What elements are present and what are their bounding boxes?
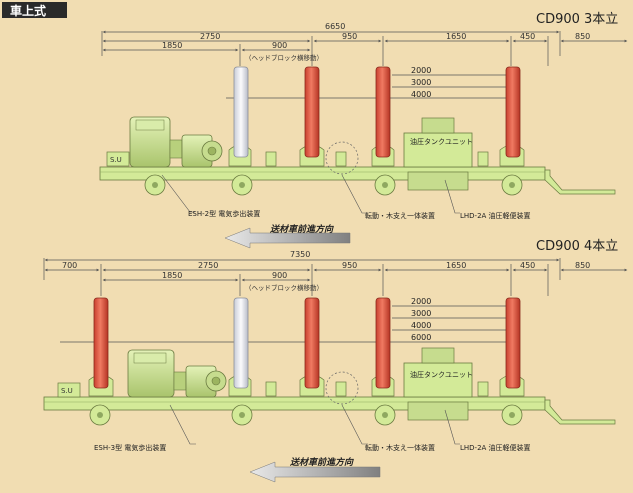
dim-2750: 2750: [200, 32, 220, 41]
esh-label: ESH-2型 電気歩出装置: [188, 209, 260, 218]
height-4000: 4000: [411, 90, 431, 99]
esh-drive-unit: [129, 116, 223, 168]
tank-label: 油圧タンクユニット: [410, 137, 473, 146]
head-block-post: [505, 297, 521, 389]
dim-450: 450: [520, 32, 535, 41]
leader-lines: [169, 404, 460, 445]
direction-arrow: [249, 461, 381, 483]
dim-2750: 2750: [198, 261, 218, 270]
esh-drive-unit: [127, 349, 227, 398]
height-3000: 3000: [411, 309, 431, 318]
height-2000: 2000: [411, 297, 431, 306]
roller-dashed-circle: [325, 141, 359, 175]
dim-950: 950: [342, 32, 357, 41]
lhd-label: LHD-2A 油圧軽便装置: [460, 443, 531, 452]
direction-label: 送材車前進方向: [269, 224, 334, 235]
direction-arrow: [224, 227, 351, 249]
height-3000: 3000: [411, 78, 431, 87]
lhd-label: LHD-2A 油圧軽便装置: [460, 211, 531, 220]
roller-dashed-circle: [325, 371, 359, 405]
head-block-post: [375, 66, 391, 158]
head-block-posts: [93, 297, 521, 389]
direction-label: 送材車前進方向: [289, 457, 354, 468]
header-label: 車上式: [10, 3, 46, 18]
head-block-post: [93, 297, 109, 389]
head-block-post: [505, 66, 521, 158]
su-box: [106, 151, 130, 167]
height-6000: 6000: [411, 333, 431, 342]
height-4000: 4000: [411, 321, 431, 330]
header-badge: 車上式: [2, 2, 67, 18]
dim-450: 450: [520, 261, 535, 270]
hydraulic-tank: [403, 347, 473, 421]
dim-1850: 1850: [162, 41, 182, 50]
height-2000: 2000: [411, 66, 431, 75]
su-box: [57, 382, 81, 398]
dimension-lines: [43, 258, 628, 296]
head-block-note: （ヘッドブロック横移動）: [245, 53, 323, 62]
wheels: [89, 404, 523, 426]
dim-1650: 1650: [446, 261, 466, 270]
tank-label: 油圧タンクユニット: [410, 370, 473, 379]
su-label: S.U: [110, 156, 122, 164]
panel-4-posts: CD900 4本立 7350 700 2750 1850 900 950 165…: [43, 239, 628, 483]
carriage-frame: [43, 396, 616, 425]
dim-total: 7350: [290, 250, 310, 259]
height-lines: [60, 305, 520, 343]
head-block-post-movable: [233, 297, 249, 389]
roll-label: 転動・木支え一体装置: [365, 211, 435, 220]
head-block-note: （ヘッドブロック横移動）: [245, 283, 323, 292]
head-block-post: [375, 297, 391, 389]
dim-1650: 1650: [446, 32, 466, 41]
panel-title: CD900 3本立: [536, 12, 618, 27]
head-block-posts: [233, 66, 521, 158]
height-lines: [226, 74, 520, 99]
panel-title: CD900 4本立: [536, 239, 618, 254]
head-block-post-movable: [233, 66, 249, 158]
head-block-post: [304, 297, 320, 389]
dim-900: 900: [272, 41, 287, 50]
panel-3-posts: CD900 3本立 6650 2750 1850 900 950 1650 45…: [99, 12, 628, 249]
leader-lines: [161, 174, 460, 214]
roll-label: 転動・木支え一体装置: [365, 443, 435, 452]
dim-850: 850: [575, 261, 590, 270]
esh-label: ESH-3型 電気歩出装置: [94, 443, 166, 452]
hydraulic-tank: [403, 117, 473, 191]
dim-900: 900: [272, 271, 287, 280]
dim-1850: 1850: [162, 271, 182, 280]
dim-total: 6650: [325, 22, 345, 31]
head-block-post: [304, 66, 320, 158]
dim-850: 850: [575, 32, 590, 41]
su-label: S.U: [61, 387, 73, 395]
dimension-lines: [101, 30, 628, 66]
dim-950: 950: [342, 261, 357, 270]
carriage-frame: [99, 166, 616, 195]
dim-700: 700: [62, 261, 77, 270]
